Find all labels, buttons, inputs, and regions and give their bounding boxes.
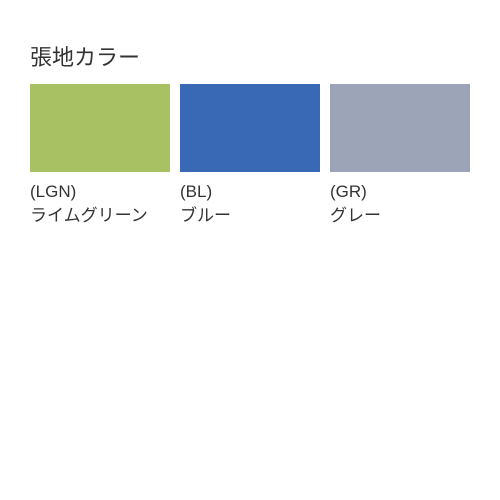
swatch-bl — [180, 84, 320, 172]
swatch-code: (LGN) — [30, 180, 170, 204]
section-title: 張地カラー — [30, 40, 470, 72]
swatch-labels: (BL) ブルー — [180, 180, 320, 228]
swatch-name: グレー — [330, 204, 470, 228]
swatch-code: (GR) — [330, 180, 470, 204]
swatch-lgn — [30, 84, 170, 172]
swatch-labels: (LGN) ライムグリーン — [30, 180, 170, 228]
swatch-name: ライムグリーン — [30, 204, 170, 228]
swatch-labels: (GR) グレー — [330, 180, 470, 228]
swatch-item-lgn: (LGN) ライムグリーン — [30, 84, 170, 228]
swatch-row: (LGN) ライムグリーン (BL) ブルー (GR) グレー — [30, 84, 470, 228]
swatch-item-gr: (GR) グレー — [330, 84, 470, 228]
swatch-gr — [330, 84, 470, 172]
swatch-code: (BL) — [180, 180, 320, 204]
swatch-name: ブルー — [180, 204, 320, 228]
swatch-item-bl: (BL) ブルー — [180, 84, 320, 228]
